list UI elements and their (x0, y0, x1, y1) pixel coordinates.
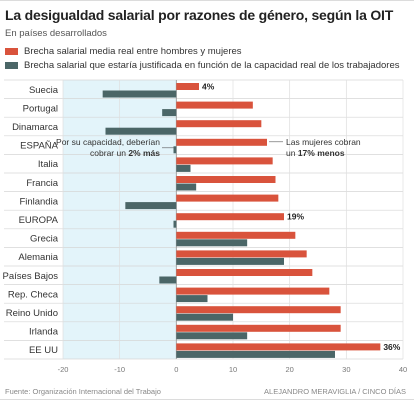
credit-note: ALEJANDRO MERAVIGLIA / CINCO DÍAS (264, 387, 406, 396)
data-label: 19% (287, 212, 304, 222)
category-label: Francia (26, 178, 58, 189)
category-label: Reino Unido (6, 308, 58, 319)
x-tick-label: 30 (342, 365, 350, 374)
category-label: Dinamarca (12, 122, 59, 133)
bar-series2 (176, 257, 284, 265)
x-tick-label: 20 (285, 365, 293, 374)
legend-label-series2: Brecha salarial que estaría justificada … (24, 59, 400, 71)
bar-series1 (176, 176, 276, 183)
legend-item-series1: Brecha salarial media real entre hombres… (5, 44, 399, 58)
legend-swatch-series1 (5, 47, 18, 55)
bar-series1 (176, 306, 341, 314)
category-label: Grecia (30, 234, 59, 245)
bar-series2 (176, 313, 233, 321)
bar-series1 (176, 83, 199, 90)
source-note: Fuente: Organización Internacional del T… (5, 387, 161, 396)
bar-series2 (102, 90, 177, 98)
category-label: Irlanda (29, 327, 59, 338)
bar-series1 (176, 324, 341, 332)
category-label: Finlandia (19, 196, 58, 207)
annotation-left-line1: Por su capacidad, deberían (56, 137, 160, 147)
bar-series2 (176, 164, 191, 172)
legend-label-series1: Brecha salarial media real entre hombres… (24, 45, 242, 57)
bar-series2 (173, 146, 177, 154)
bar-series2 (105, 127, 177, 135)
bar-series1 (176, 101, 253, 109)
bar-series2 (176, 239, 248, 247)
legend-item-series2: Brecha salarial que estaría justificada … (5, 58, 399, 72)
bar-series2 (176, 183, 197, 191)
data-label: 4% (202, 82, 215, 92)
bar-series2 (176, 295, 208, 303)
x-tick-label: -20 (58, 365, 69, 374)
bar-series1 (176, 120, 262, 128)
category-label: Países Bajos (3, 271, 59, 282)
x-tick-label: 10 (229, 365, 237, 374)
annotation-right-line2: un 17% menos (286, 148, 345, 158)
category-label: Portugal (23, 103, 58, 114)
category-label: EUROPA (19, 215, 59, 226)
bar-series1 (176, 269, 313, 276)
chart-subtitle: En países desarrollados (5, 28, 107, 39)
legend: Brecha salarial media real entre hombres… (5, 44, 399, 72)
category-label: ESPAÑA (20, 141, 59, 152)
bar-series2 (162, 109, 177, 117)
bar-series1 (176, 250, 307, 258)
category-label: EE UU (29, 345, 58, 356)
x-tick-label: -10 (114, 365, 125, 374)
legend-swatch-series2 (5, 61, 18, 69)
x-tick-label: 40 (399, 365, 407, 374)
bar-series1 (176, 138, 267, 146)
bar-series1 (176, 213, 284, 221)
bar-series1 (176, 157, 273, 165)
bar-series1 (176, 287, 330, 295)
data-label: 36% (383, 342, 400, 352)
category-label: Alemania (18, 252, 58, 263)
bar-series2 (125, 202, 177, 210)
category-label: Rep. Checa (8, 289, 59, 300)
bar-series1 (176, 343, 381, 351)
bar-series2 (176, 350, 335, 358)
x-tick-label: 0 (174, 365, 178, 374)
bar-series2 (173, 220, 177, 228)
category-label: Suecia (29, 85, 59, 96)
bar-series2 (159, 276, 177, 284)
bar-series1 (176, 231, 296, 239)
bar-series2 (176, 332, 248, 340)
category-label: Italia (38, 159, 59, 170)
annotation-right-line1: Las mujeres cobran (286, 137, 361, 147)
chart-title: La desigualdad salarial por razones de g… (5, 7, 394, 23)
bar-series1 (176, 194, 279, 202)
bottom-divider (0, 399, 414, 400)
annotation-left-line2: cobrar un 2% más (90, 148, 160, 158)
